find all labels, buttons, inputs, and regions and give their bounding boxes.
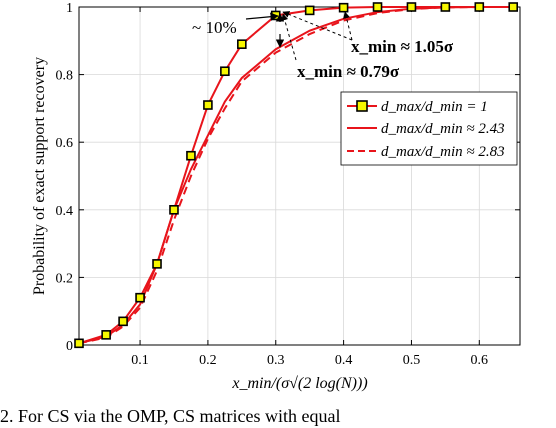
series-1-point bbox=[304, 5, 315, 16]
chart: 0.1 0.2 0.3 0.4 0.5 0.6 0 0.2 0.4 0.6 0.8 1 x_min/(… bbox=[31, 1, 521, 392]
series-1-point bbox=[135, 292, 145, 303]
legend-label-3: d_max/d_min ≈ 2.83 bbox=[381, 144, 505, 160]
legend-marker-1 bbox=[356, 100, 368, 112]
series-1-point bbox=[406, 2, 417, 12]
series-1-point bbox=[474, 2, 485, 12]
series-1-point bbox=[169, 205, 179, 215]
series-1-point bbox=[270, 10, 281, 21]
annotation-leader-105b bbox=[343, 11, 353, 41]
series-1-point bbox=[440, 2, 451, 12]
annotation-xmin-079: x_min ≈ 0.79σ bbox=[297, 62, 400, 81]
x-axis-label: x_min/(σ√(2 log(N))) bbox=[231, 375, 367, 392]
x-tick-label: 0.5 bbox=[403, 353, 421, 368]
series-line-3 bbox=[78, 6, 514, 345]
x-tick-label: 0.2 bbox=[199, 353, 217, 368]
x-tick-label: 0.3 bbox=[267, 353, 285, 368]
series-1-point bbox=[152, 259, 162, 269]
series-1-point bbox=[74, 338, 84, 349]
annotation-leader-105 bbox=[282, 11, 353, 41]
series-1-point bbox=[237, 39, 247, 49]
series-1-point bbox=[118, 316, 128, 327]
series-1-point bbox=[338, 2, 349, 13]
series-1-point bbox=[508, 2, 519, 12]
series-1-point bbox=[220, 66, 230, 77]
y-tick-label: 1 bbox=[66, 1, 73, 16]
plot-area bbox=[79, 7, 520, 345]
y-tick-label: 0.8 bbox=[56, 69, 74, 84]
x-tick-label: 0.1 bbox=[131, 353, 149, 368]
x-tick-label: 0.6 bbox=[471, 353, 489, 368]
annotation-ten-percent: ~ 10% bbox=[192, 18, 237, 37]
series-1-point bbox=[372, 2, 383, 12]
legend: d_max/d_min = 1 d_max/d_min ≈ 2.43 d_max… bbox=[340, 91, 518, 166]
y-tick-label: 0.4 bbox=[56, 204, 74, 219]
annotation-xmin-105: x_min ≈ 1.05σ bbox=[351, 37, 454, 56]
axes bbox=[78, 6, 521, 346]
axes-box bbox=[78, 6, 521, 346]
figure-caption: 2. For CS via the OMP, CS matrices with … bbox=[0, 406, 341, 426]
annotations: ~ 10% x_min ≈ 1.05σ x_min ≈ 0.79σ bbox=[192, 11, 454, 81]
annotation-arrow-horizontal bbox=[245, 12, 279, 21]
legend-label-1: d_max/d_min = 1 bbox=[381, 99, 488, 115]
x-tick-label: 0.4 bbox=[335, 353, 353, 368]
legend-label-2: d_max/d_min ≈ 2.43 bbox=[381, 121, 505, 137]
series-1-point bbox=[101, 330, 111, 340]
series-1-point bbox=[186, 150, 196, 161]
annotation-leader-079 bbox=[281, 13, 297, 61]
y-tick-label: 0.2 bbox=[56, 271, 74, 286]
y-tick-label: 0.6 bbox=[56, 136, 74, 151]
tick-labels: 0.1 0.2 0.3 0.4 0.5 0.6 0 0.2 0.4 0.6 0.8 1 bbox=[56, 1, 489, 368]
y-axis-label: Probability of exact support recovery bbox=[31, 57, 48, 295]
series-line-2 bbox=[78, 6, 514, 345]
y-tick-label: 0 bbox=[66, 339, 73, 354]
series-1-point bbox=[203, 100, 213, 110]
